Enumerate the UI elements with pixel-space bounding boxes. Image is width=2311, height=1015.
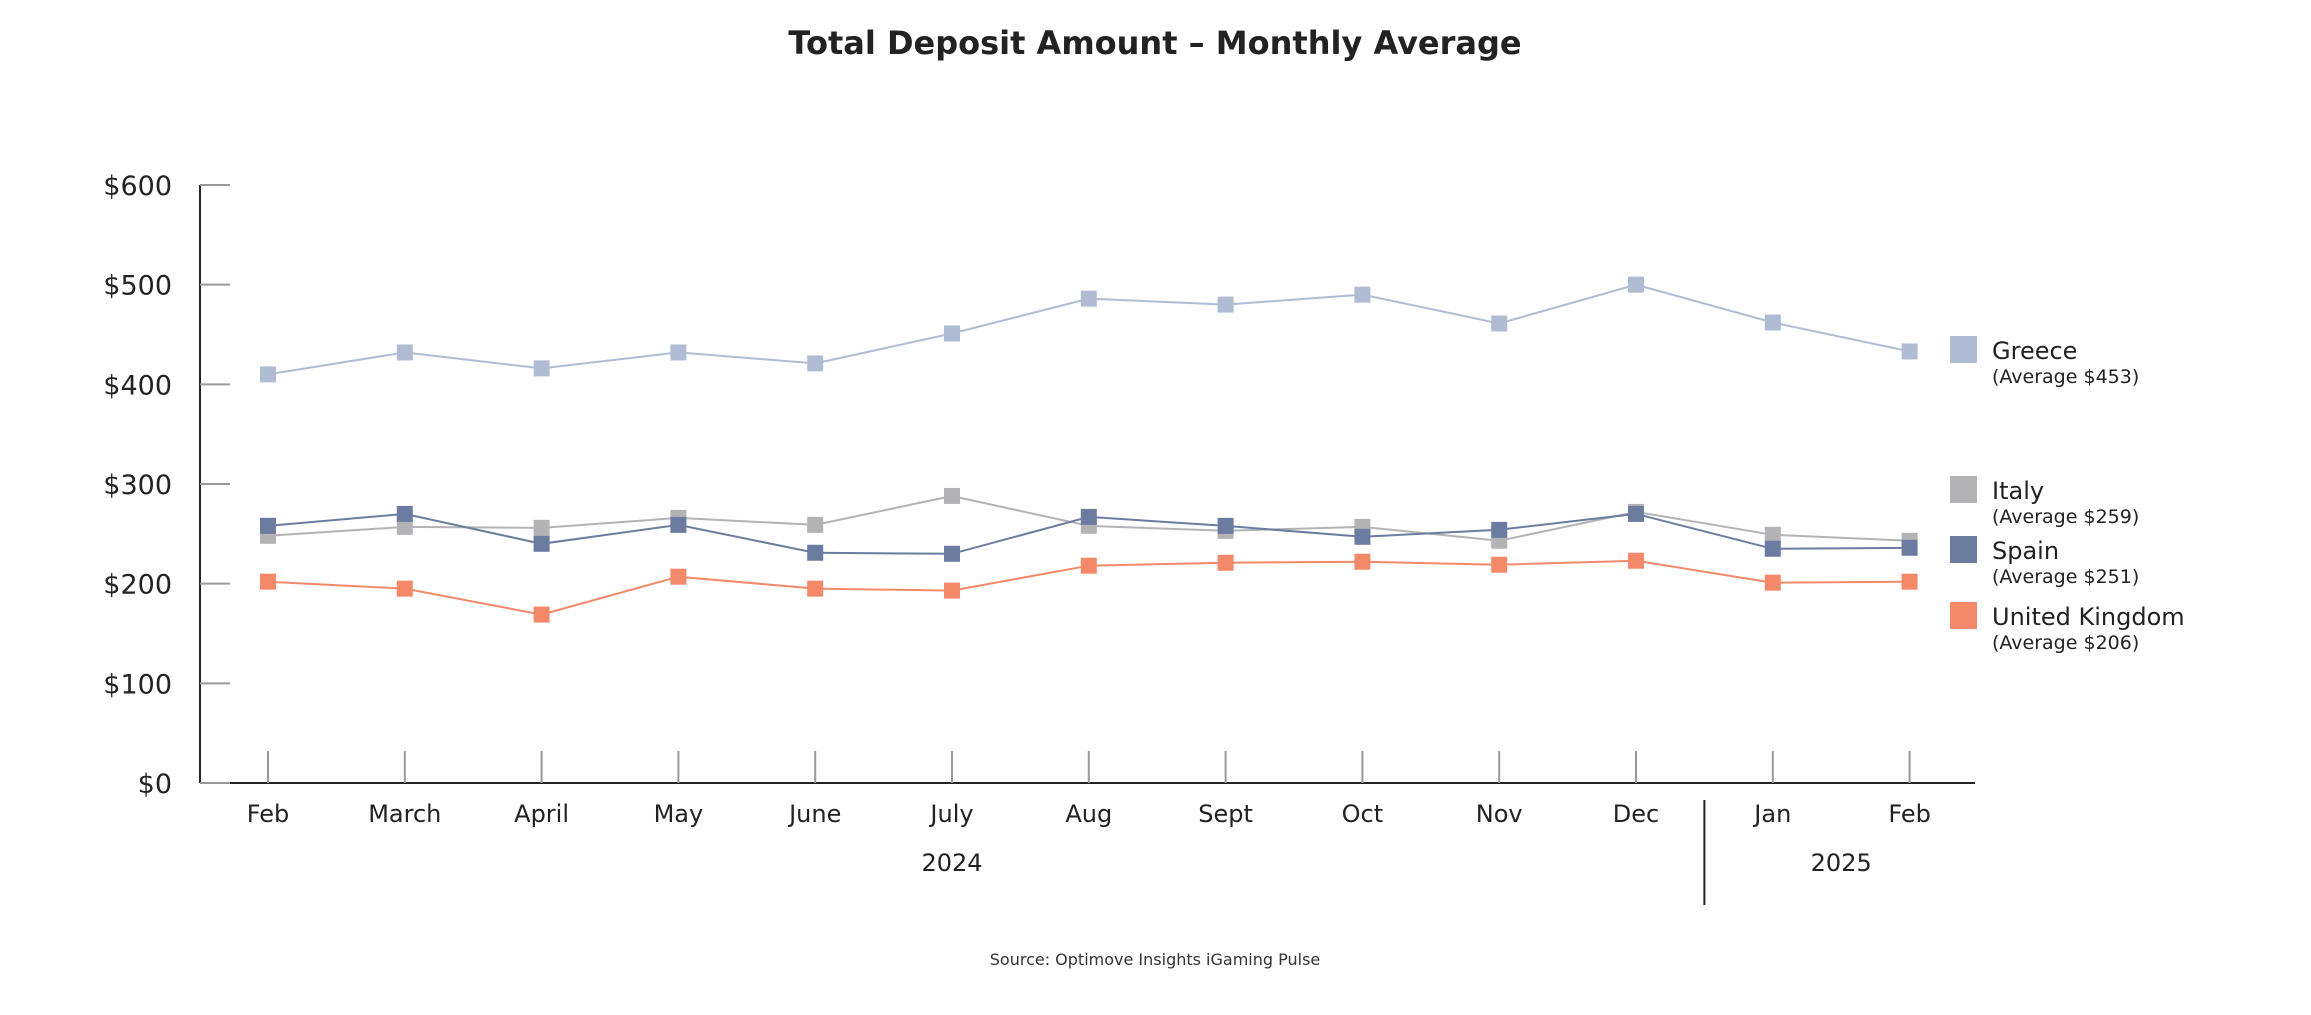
data-point-spain — [533, 535, 550, 552]
legend-average: (Average $206) — [1992, 632, 2139, 654]
axes — [199, 185, 1975, 784]
x-tick-label: March — [368, 800, 441, 828]
data-point-greece — [396, 344, 413, 361]
source-note: Source: Optimove Insights iGaming Pulse — [990, 950, 1321, 969]
data-point-greece — [807, 355, 824, 372]
x-tick-label: Jan — [1752, 800, 1791, 828]
x-tick-label: Feb — [247, 800, 290, 828]
data-point-united-kingdom — [533, 606, 550, 623]
data-point-spain — [807, 544, 824, 561]
year-groups: 2024 2025 — [921, 800, 1872, 905]
data-point-united-kingdom — [1628, 552, 1644, 569]
year-label: 2024 — [921, 849, 982, 877]
x-tick-label: Nov — [1476, 800, 1523, 828]
legend-average: (Average $251) — [1992, 566, 2139, 588]
x-axis-ticks: Feb March April May June July Aug Sept Oct Nov Dec… — [247, 751, 1931, 828]
x-tick-label: Aug — [1065, 800, 1112, 828]
legend-average: (Average $453) — [1992, 366, 2139, 388]
data-point-italy — [807, 516, 824, 533]
data-point-greece — [1080, 290, 1097, 307]
data-point-greece — [1491, 315, 1508, 332]
y-tick-label: $300 — [103, 470, 172, 501]
data-point-greece — [260, 366, 276, 383]
data-point-italy — [396, 518, 413, 535]
legend-item-spain: Spain(Average $251) — [1950, 536, 2139, 588]
data-point-united-kingdom — [670, 568, 687, 585]
legend-swatch — [1950, 336, 1977, 363]
x-tick-label: Sept — [1198, 800, 1253, 828]
data-point-greece — [1354, 286, 1371, 303]
data-point-spain — [1217, 517, 1234, 534]
y-tick-label: $400 — [103, 370, 172, 401]
legend-item-italy: Italy(Average $259) — [1950, 476, 2139, 528]
legend-swatch — [1950, 536, 1977, 563]
y-tick-label: $500 — [103, 271, 172, 302]
data-point-united-kingdom — [1764, 574, 1781, 591]
legend-swatch — [1950, 602, 1977, 629]
x-tick-label: June — [787, 800, 841, 828]
data-point-spain — [1080, 508, 1097, 525]
legend-item-greece: Greece(Average $453) — [1950, 336, 2139, 388]
data-point-spain — [396, 505, 413, 522]
data-point-united-kingdom — [1354, 553, 1371, 570]
y-tick-label: $100 — [103, 669, 172, 700]
data-point-spain — [670, 516, 687, 533]
data-point-united-kingdom — [944, 582, 960, 599]
data-point-spain — [944, 545, 960, 562]
data-point-greece — [533, 360, 550, 377]
data-point-united-kingdom — [1217, 554, 1234, 571]
data-point-greece — [1901, 343, 1918, 360]
data-point-united-kingdom — [1901, 573, 1918, 590]
data-point-spain — [1628, 505, 1644, 522]
legend: Greece(Average $453) Italy(Average $259) S… — [1950, 336, 2185, 654]
legend-label: Spain — [1992, 537, 2059, 565]
data-point-italy — [944, 487, 960, 504]
data-point-united-kingdom — [396, 580, 413, 597]
data-point-italy — [1764, 526, 1781, 543]
data-point-greece — [1628, 276, 1644, 293]
data-point-spain — [260, 517, 276, 534]
series-markers — [260, 276, 1918, 623]
data-point-greece — [944, 325, 960, 342]
x-tick-label: Feb — [1888, 800, 1931, 828]
data-point-greece — [1764, 314, 1781, 331]
data-point-spain — [1764, 540, 1781, 557]
data-point-united-kingdom — [807, 580, 824, 597]
y-tick-label: $200 — [103, 570, 172, 601]
data-point-greece — [1217, 296, 1234, 313]
year-label: 2025 — [1811, 849, 1872, 877]
legend-label: Italy — [1992, 477, 2044, 505]
data-point-spain — [1491, 521, 1508, 538]
x-tick-label: May — [654, 800, 704, 828]
y-axis-ticks: $0 $100 $200 $300 $400 $500 $600 — [103, 171, 230, 800]
y-tick-label: $600 — [103, 171, 172, 202]
y-tick-label: $0 — [138, 769, 172, 800]
data-point-united-kingdom — [260, 573, 276, 590]
x-tick-label: Dec — [1613, 800, 1659, 828]
legend-average: (Average $259) — [1992, 506, 2139, 528]
data-point-united-kingdom — [1080, 557, 1097, 574]
legend-item-united-kingdom: United Kingdom(Average $206) — [1950, 602, 2185, 654]
x-tick-label: July — [928, 800, 973, 828]
legend-swatch — [1950, 476, 1977, 503]
data-point-spain — [1901, 539, 1918, 556]
data-point-greece — [670, 344, 687, 361]
x-tick-label: Oct — [1342, 800, 1384, 828]
legend-label: Greece — [1992, 337, 2077, 365]
data-point-spain — [1354, 528, 1371, 545]
chart-title: Total Deposit Amount – Monthly Average — [788, 24, 1521, 62]
x-tick-label: April — [514, 800, 569, 828]
data-point-italy — [533, 519, 550, 536]
data-point-united-kingdom — [1491, 556, 1508, 573]
legend-label: United Kingdom — [1992, 603, 2185, 631]
